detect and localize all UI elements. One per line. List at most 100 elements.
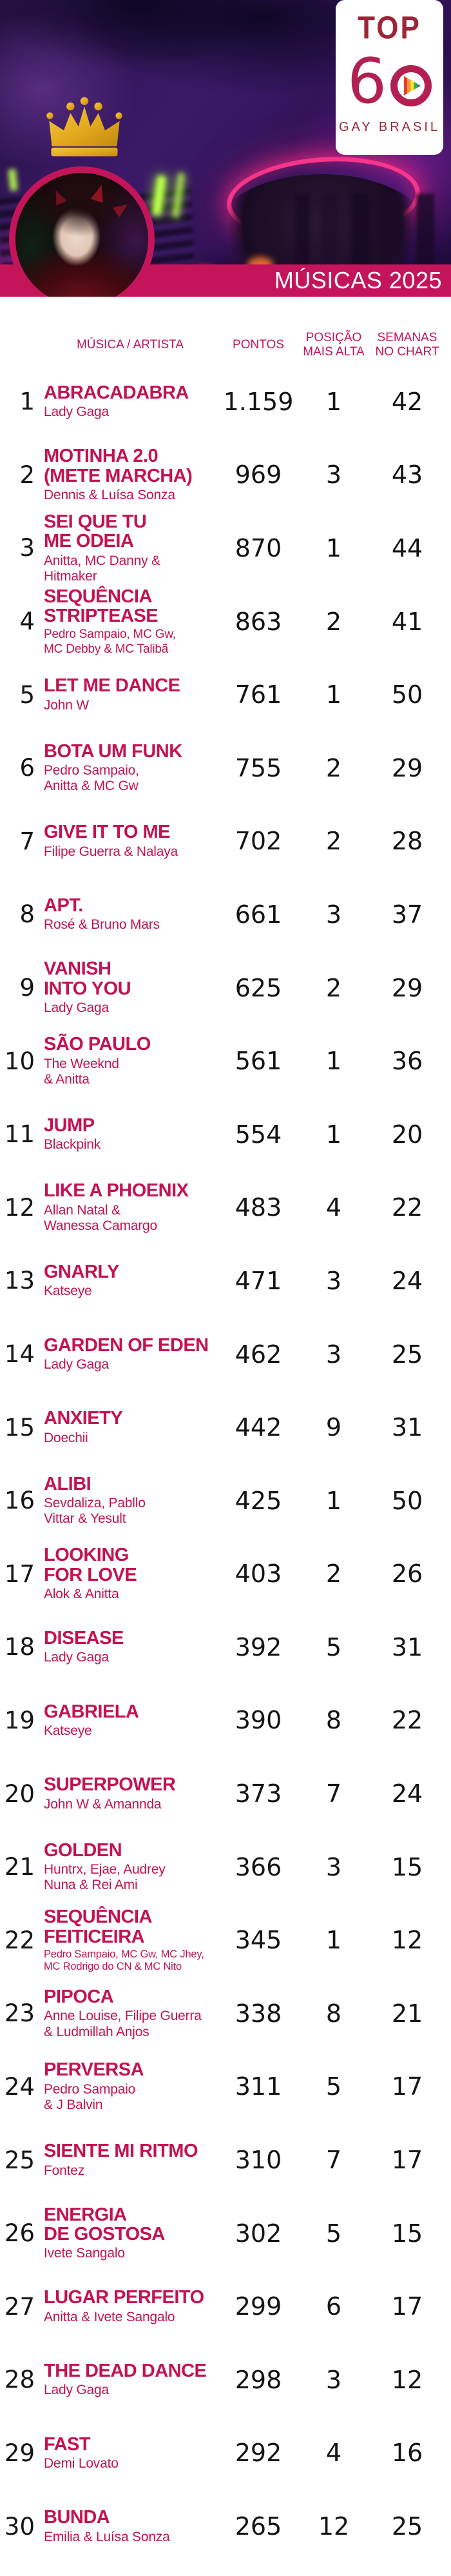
weeks-on-chart-value: 24: [391, 1779, 423, 1808]
song-title: PIPOCA: [44, 1986, 114, 2007]
rank-number: 6: [19, 754, 35, 782]
rank-number: 17: [4, 1560, 35, 1588]
song-cell: LIKE A PHOENIX Allan Natal & Wanessa Cam…: [35, 1181, 218, 1234]
crown-icon: [46, 97, 122, 157]
table-row: 14 GARDEN OF EDEN Lady Gaga 462 3 25: [0, 1318, 446, 1391]
table-row: 9 VANISH INTO YOU Lady Gaga 625 2 29: [0, 951, 446, 1025]
peak-position-value: 2: [325, 607, 342, 636]
song-artist: Fontez: [44, 2163, 84, 2178]
song-cell: MOTINHA 2.0 (METE MARCHA) Dennis & Luísa…: [35, 446, 218, 503]
weeks-on-chart-value: 29: [391, 753, 423, 782]
peak-position-value: 1: [325, 533, 342, 562]
song-cell: PIPOCA Anne Louise, Filipe Guerra & Ludm…: [35, 1986, 218, 2040]
song-cell: FAST Demi Lovato: [35, 2434, 218, 2472]
rank-number: 28: [4, 2366, 35, 2394]
song-cell: BOTA UM FUNK Pedro Sampaio, Anitta & MC …: [35, 741, 218, 795]
song-artist: Huntrx, Ejae, Audrey Nuna & Rei Ami: [44, 1862, 166, 1893]
points-value: 483: [235, 1193, 282, 1222]
weeks-on-chart-value: 15: [391, 1852, 423, 1881]
rank-number: 21: [4, 1853, 35, 1881]
table-row: 21 GOLDEN Huntrx, Ejae, Audrey Nuna & Re…: [0, 1830, 446, 1904]
song-title: THE DEAD DANCE: [44, 2360, 207, 2381]
points-value: 761: [235, 680, 282, 709]
song-artist: Lady Gaga: [44, 1357, 109, 1372]
song-cell: ABRACADABRA Lady Gaga: [35, 382, 218, 421]
song-title: ABRACADABRA: [44, 382, 189, 403]
table-row: 7 GIVE IT TO ME Filipe Guerra & Nalaya 7…: [0, 805, 446, 878]
song-artist: Ivete Sangalo: [44, 2246, 125, 2261]
song-title: ENERGIA DE GOSTOSA: [44, 2204, 165, 2244]
rank-number: 25: [4, 2146, 35, 2174]
weeks-on-chart-value: 24: [391, 1266, 423, 1295]
song-title: ALIBI: [44, 1473, 91, 1494]
peak-position-value: 5: [325, 1632, 342, 1661]
table-row: 29 FAST Demi Lovato 292 4 16: [0, 2417, 446, 2490]
weeks-on-chart-value: 17: [391, 2292, 423, 2321]
song-artist: Blackpink: [44, 1137, 101, 1153]
rank-number: 18: [4, 1633, 35, 1661]
rank-number: 26: [4, 2219, 35, 2248]
song-cell: BUNDA Emilia & Luísa Sonza: [35, 2508, 218, 2545]
weeks-on-chart-value: 20: [391, 1120, 423, 1149]
table-row: 27 LUGAR PERFEITO Anitta & Ivete Sangalo…: [0, 2270, 446, 2343]
song-artist: Anne Louise, Filipe Guerra & Ludmillah A…: [44, 2008, 202, 2039]
weeks-on-chart-value: 22: [391, 1706, 423, 1735]
points-value: 403: [235, 1560, 282, 1589]
song-cell: DISEASE Lady Gaga: [35, 1629, 218, 1666]
table-row: 22 SEQUÊNCIA FEITICEIRA Pedro Sampaio, M…: [0, 1903, 446, 1977]
song-title: GARDEN OF EDEN: [44, 1334, 209, 1356]
song-title: SIENTE MI RITMO: [44, 2141, 198, 2162]
song-cell: LET ME DANCE John W: [35, 676, 218, 713]
song-artist: Anitta & Ivete Sangalo: [44, 2309, 175, 2324]
song-title: LUGAR PERFEITO: [44, 2287, 204, 2308]
peak-position-value: 7: [325, 2146, 342, 2175]
photo-spike-detail: [50, 188, 67, 206]
song-cell: GOLDEN Huntrx, Ejae, Audrey Nuna & Rei A…: [35, 1840, 218, 1894]
peak-position-value: 2: [325, 827, 342, 856]
points-value: 969: [235, 461, 282, 490]
song-title: DISEASE: [44, 1627, 124, 1649]
rank-number: 2: [19, 461, 35, 489]
song-title: BUNDA: [44, 2507, 110, 2528]
rank-number: 30: [4, 2512, 35, 2541]
peak-position-value: 1: [325, 1120, 342, 1149]
weeks-on-chart-value: 15: [391, 2219, 423, 2248]
peak-position-value: 12: [318, 2512, 350, 2541]
peak-position-value: 1: [325, 1926, 342, 1955]
song-title: PERVERSA: [44, 2059, 144, 2081]
weeks-on-chart-value: 43: [391, 461, 423, 490]
song-artist: Allan Natal & Wanessa Camargo: [44, 1202, 157, 1234]
song-artist: Demi Lovato: [44, 2455, 119, 2471]
weeks-on-chart-value: 41: [391, 607, 423, 636]
song-artist: Pedro Sampaio, MC Gw, MC Debby & MC Tali…: [44, 628, 176, 656]
points-value: 373: [235, 1779, 282, 1808]
rank-number: 3: [19, 534, 35, 562]
peak-column-header: POSIÇÃO MAIS ALTA: [303, 330, 365, 359]
rank-number: 5: [19, 680, 35, 709]
peak-position-value: 5: [325, 2072, 342, 2101]
song-artist: Pedro Sampaio, MC Gw, MC Jhey, MC Rodrig…: [44, 1948, 204, 1973]
rank-number: 11: [4, 1120, 35, 1149]
rank-number: 4: [19, 608, 35, 636]
song-artist: Pedro Sampaio, Anitta & MC Gw: [44, 763, 139, 794]
points-value: 755: [235, 753, 282, 782]
song-artist: Filipe Guerra & Nalaya: [44, 844, 178, 859]
table-row: 1 ABRACADABRA Lady Gaga 1.159 1 42: [0, 365, 446, 439]
points-value: 425: [235, 1486, 282, 1515]
weeks-on-chart-value: 31: [391, 1632, 423, 1661]
song-title: SEQUÊNCIA STRIPTEASE: [44, 586, 158, 627]
song-cell: ENERGIA DE GOSTOSA Ivete Sangalo: [35, 2204, 218, 2262]
table-row: 4 SEQUÊNCIA STRIPTEASE Pedro Sampaio, MC…: [0, 585, 446, 659]
weeks-on-chart-value: 12: [391, 2365, 423, 2394]
song-title: SEI QUE TU ME ODEIA: [44, 511, 147, 552]
peak-position-value: 1: [325, 680, 342, 709]
table-row: 24 PERVERSA Pedro Sampaio & J Balvin 311…: [0, 2050, 446, 2124]
points-value: 625: [235, 973, 282, 1002]
song-title: VANISH INTO YOU: [44, 958, 131, 999]
points-value: 462: [235, 1340, 282, 1369]
table-row: 28 THE DEAD DANCE Lady Gaga 298 3 12: [0, 2343, 446, 2417]
song-title: APT.: [44, 895, 83, 916]
rank-number: 22: [4, 1926, 35, 1954]
peak-position-value: 1: [325, 1047, 342, 1076]
points-value: 310: [235, 2146, 282, 2175]
